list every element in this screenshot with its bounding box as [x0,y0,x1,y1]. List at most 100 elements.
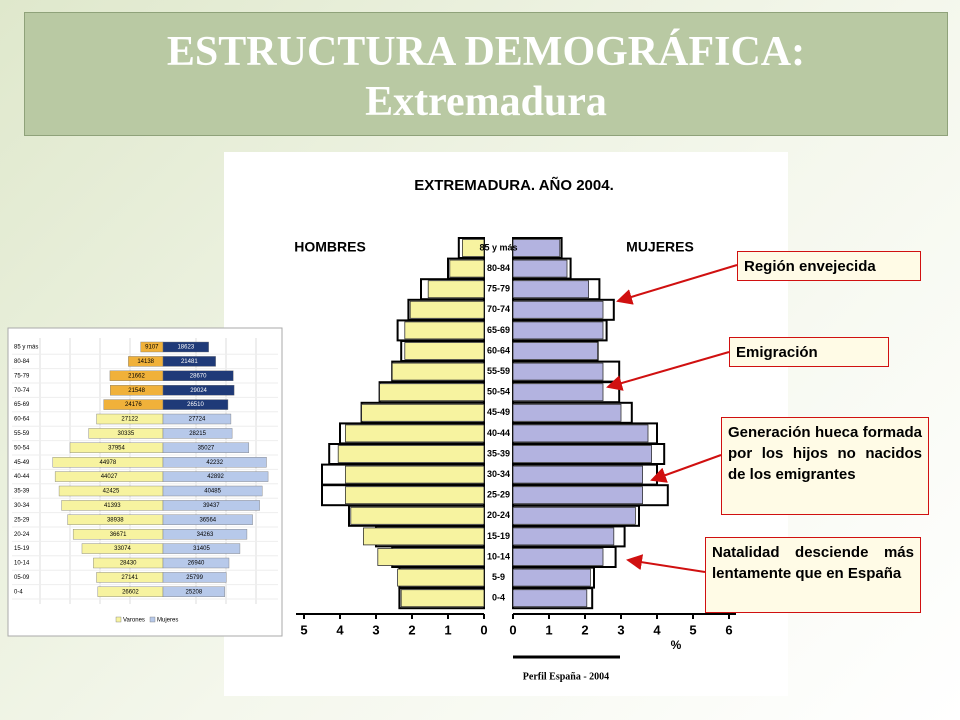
legend-label: Mujeres [157,618,178,624]
x-tick-label: 0 [509,622,516,637]
data-label: 35027 [198,445,215,451]
callout: Natalidad desciende más lentamente que e… [705,537,921,613]
category-label: 25-29 [14,517,30,523]
x-tick-label: 5 [689,622,696,637]
bar [512,548,604,566]
bar [512,589,588,608]
bar [512,321,604,340]
category-label: 10-14 [487,551,510,561]
data-label: 42232 [206,460,223,466]
bar [337,445,485,463]
bar [162,586,225,597]
bar [344,424,485,443]
data-label: 26510 [187,402,204,408]
data-label: 28430 [120,561,137,567]
data-label: 21548 [128,388,145,394]
category-label: 15-19 [487,531,510,541]
bar [512,445,653,463]
category-label: 80-84 [487,263,510,273]
data-label: 21662 [128,373,145,379]
bar [162,457,267,468]
data-label: 27724 [189,417,206,423]
bar [512,342,598,360]
bar [461,239,485,257]
data-label: 44978 [100,460,117,466]
category-label: 40-44 [487,428,510,438]
bar [404,321,485,340]
bar [162,485,263,497]
arrow [616,264,738,305]
arrow [606,351,730,391]
data-label: 36564 [199,517,216,523]
main-chart: EXTREMADURA. AÑO 2004. HOMBRES MUJERES 85 y… [294,176,736,682]
bar [162,428,233,439]
bar [512,362,604,381]
category-label: 75-79 [487,284,510,294]
arrow [650,454,722,483]
data-label: 44027 [101,474,118,480]
bar [162,399,229,410]
arrows [606,264,738,573]
data-label: 14138 [137,359,154,365]
x-tick-label: 2 [581,622,588,637]
x-tick-label: 1 [545,622,552,637]
data-label: 30335 [117,431,134,437]
data-label: 36671 [110,532,127,538]
bar [162,500,260,511]
bar [162,385,235,396]
x-tick-label: 3 [617,622,624,637]
bar [361,403,485,422]
chart-title: EXTREMADURA. AÑO 2004. [414,176,613,194]
bar [512,568,591,587]
data-label: 39437 [203,503,220,509]
side-label: MUJERES [626,239,694,255]
category-label: 70-74 [487,304,510,314]
category-label: 05-09 [14,575,30,581]
data-label: 42892 [207,474,224,480]
bar [162,471,269,482]
category-label: 20-24 [14,532,30,538]
bar [344,486,485,505]
data-label: 25208 [186,589,203,595]
bar [512,465,644,484]
bar [512,486,644,505]
bar [512,383,604,402]
x-tick-label: 0 [480,622,487,637]
data-label: 37954 [108,445,125,451]
category-label: 55-59 [487,366,510,376]
main-chart-bg [224,152,788,696]
bar [512,300,604,319]
category-label: 60-64 [14,417,30,423]
bar [512,280,589,299]
bar [404,342,485,360]
x-tick-label: 4 [336,622,344,637]
callout: Generación hueca formada por los hijos n… [721,417,929,515]
side-label: HOMBRES [294,239,366,255]
bar [512,239,561,257]
bar [512,259,568,278]
category-label: 40-44 [14,474,30,480]
category-label: 85 y más [479,242,517,252]
data-label: 26940 [188,561,205,567]
title-box: ESTRUCTURA DEMOGRÁFICA: Extremadura [24,12,948,136]
callout: Región envejecida [737,251,921,281]
bar [512,424,649,443]
bar [512,403,622,422]
x-tick-label: 6 [725,622,732,637]
bar [162,341,209,353]
bar [391,362,485,381]
bar [397,568,485,587]
data-label: 34263 [197,532,214,538]
legend-swatch [115,616,122,623]
category-label: 25-29 [487,490,510,500]
data-label: 21481 [181,359,198,365]
bar [409,300,485,319]
data-label: 29024 [190,388,207,394]
category-label: 0-4 [492,593,505,603]
category-label: 30-34 [487,469,510,479]
data-label: 27122 [121,417,138,423]
category-label: 75-79 [14,373,30,379]
bar [162,442,250,453]
